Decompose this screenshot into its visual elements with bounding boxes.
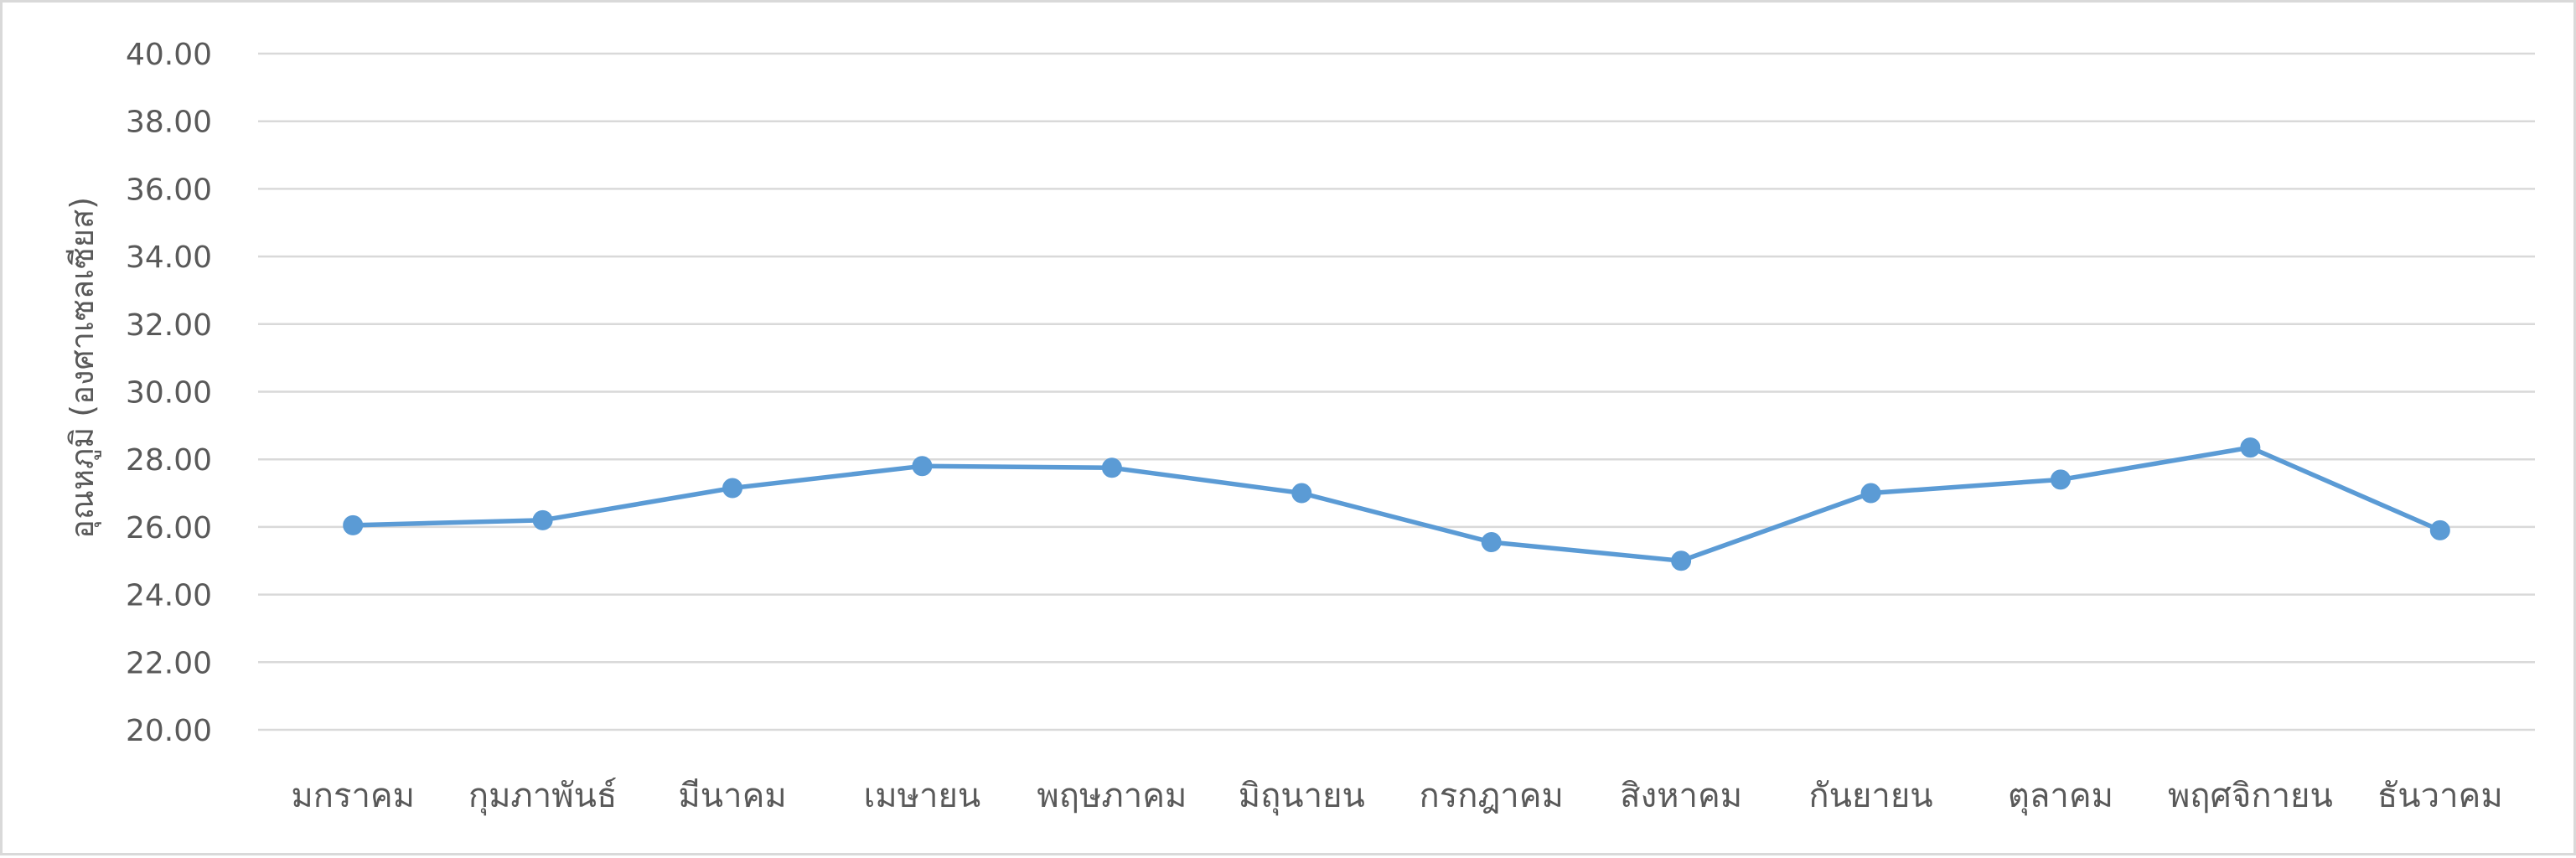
y-tick-label: 22.00 — [126, 646, 212, 680]
x-category-label: สิงหาคม — [1620, 777, 1742, 815]
data-point — [1481, 532, 1502, 553]
data-point — [2429, 519, 2450, 540]
y-tick-label: 40.00 — [126, 38, 212, 72]
x-category-label: มิถุนายน — [1239, 777, 1365, 816]
data-point — [722, 478, 743, 499]
x-category-label: มีนาคม — [678, 777, 786, 815]
y-tick-label: 32.00 — [126, 308, 212, 343]
x-category-label: ตุลาคม — [2008, 777, 2113, 816]
x-category-label: กันยายน — [1808, 777, 1932, 815]
x-category-label: กุมภาพันธ์ — [468, 777, 618, 816]
data-point — [2050, 469, 2071, 490]
data-point — [532, 509, 553, 530]
data-point — [1671, 550, 1692, 571]
y-tick-label: 20.00 — [126, 714, 212, 748]
x-category-label: เมษายน — [864, 777, 981, 815]
line-chart: 20.00 22.00 24.00 26.00 28.00 30.00 32.00 34.00… — [64, 38, 2535, 816]
y-tick-label: 24.00 — [126, 579, 212, 613]
data-point — [1101, 457, 1122, 478]
data-point — [1291, 483, 1312, 504]
x-category-label: พฤศจิกายน — [2168, 777, 2333, 815]
data-point — [912, 456, 933, 477]
x-category-label: กรกฎาคม — [1420, 777, 1564, 815]
y-tick-label: 38.00 — [126, 106, 212, 140]
x-category-label: พฤษภาคม — [1037, 777, 1187, 815]
y-axis-title: อุณหภูมิ (องศาเซลเซียส) — [64, 197, 101, 539]
y-tick-label: 26.00 — [126, 511, 212, 545]
data-point — [2240, 437, 2261, 458]
x-category-label: ธันวาคม — [2377, 777, 2503, 815]
x-category-label: มกราคม — [291, 777, 415, 815]
y-tick-label: 36.00 — [126, 173, 212, 207]
data-point — [343, 514, 364, 535]
y-tick-label: 30.00 — [126, 376, 212, 411]
data-point — [1860, 483, 1881, 504]
y-tick-label: 28.00 — [126, 443, 212, 478]
y-tick-label: 34.00 — [126, 240, 212, 275]
series-line — [353, 445, 2441, 564]
